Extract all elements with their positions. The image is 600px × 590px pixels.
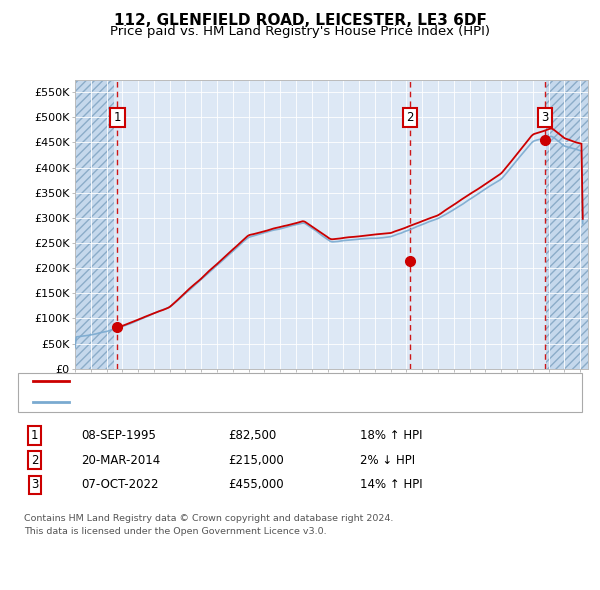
Text: £215,000: £215,000 xyxy=(228,454,284,467)
Text: 2: 2 xyxy=(406,111,413,124)
Text: 3: 3 xyxy=(31,478,38,491)
Text: 07-OCT-2022: 07-OCT-2022 xyxy=(81,478,158,491)
Text: 2: 2 xyxy=(31,454,38,467)
Text: Contains HM Land Registry data © Crown copyright and database right 2024.
This d: Contains HM Land Registry data © Crown c… xyxy=(24,514,394,536)
Bar xyxy=(546,80,588,369)
Text: 1: 1 xyxy=(31,429,38,442)
Text: £82,500: £82,500 xyxy=(228,429,276,442)
Text: 3: 3 xyxy=(541,111,548,124)
Bar xyxy=(75,80,115,369)
Text: 2% ↓ HPI: 2% ↓ HPI xyxy=(360,454,415,467)
Text: 20-MAR-2014: 20-MAR-2014 xyxy=(81,454,160,467)
Text: 112, GLENFIELD ROAD, LEICESTER, LE3 6DF: 112, GLENFIELD ROAD, LEICESTER, LE3 6DF xyxy=(113,13,487,28)
Text: Price paid vs. HM Land Registry's House Price Index (HPI): Price paid vs. HM Land Registry's House … xyxy=(110,25,490,38)
Text: HPI: Average price, detached house, Leicester: HPI: Average price, detached house, Leic… xyxy=(75,398,316,407)
Text: 112, GLENFIELD ROAD, LEICESTER, LE3 6DF (detached house): 112, GLENFIELD ROAD, LEICESTER, LE3 6DF … xyxy=(75,376,399,386)
Text: 14% ↑ HPI: 14% ↑ HPI xyxy=(360,478,422,491)
Text: 1: 1 xyxy=(114,111,121,124)
Text: £455,000: £455,000 xyxy=(228,478,284,491)
Text: 08-SEP-1995: 08-SEP-1995 xyxy=(81,429,156,442)
Text: 18% ↑ HPI: 18% ↑ HPI xyxy=(360,429,422,442)
